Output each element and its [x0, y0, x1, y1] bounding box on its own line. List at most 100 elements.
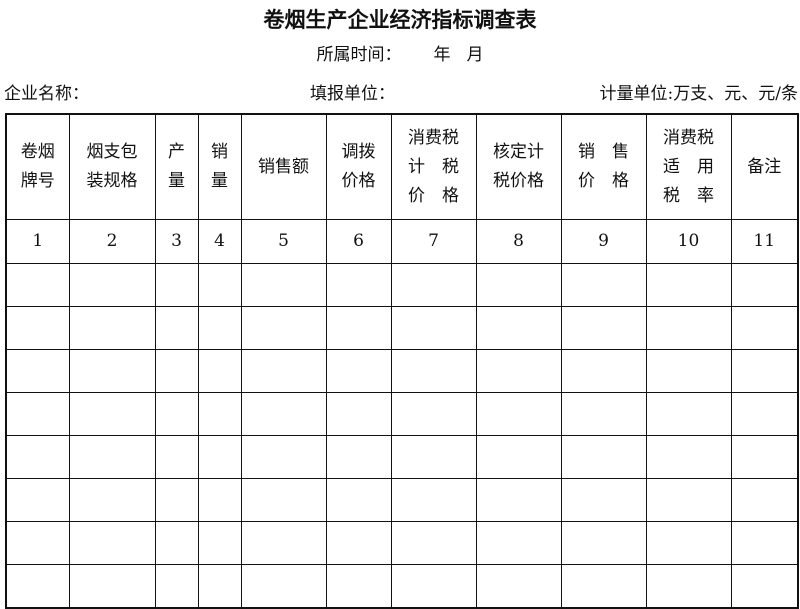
blank-cell[interactable]	[325, 435, 392, 479]
blank-cell[interactable]	[475, 306, 562, 350]
blank-cell[interactable]	[68, 306, 156, 350]
column-number: 10	[645, 219, 732, 264]
blank-cell[interactable]	[154, 349, 199, 393]
blank-cell[interactable]	[730, 349, 799, 393]
blank-cell[interactable]	[730, 478, 799, 522]
blank-cell[interactable]	[68, 564, 156, 609]
blank-cell[interactable]	[197, 435, 242, 479]
blank-cell[interactable]	[730, 263, 799, 307]
blank-cell[interactable]	[325, 392, 392, 436]
blank-cell[interactable]	[68, 521, 156, 565]
blank-cell[interactable]	[645, 349, 732, 393]
blank-cell[interactable]	[645, 521, 732, 565]
column-number: 7	[390, 219, 477, 264]
blank-cell[interactable]	[560, 349, 647, 393]
blank-cell[interactable]	[645, 306, 732, 350]
blank-cell[interactable]	[475, 392, 562, 436]
blank-cell[interactable]	[645, 435, 732, 479]
blank-cell[interactable]	[154, 263, 199, 307]
blank-cell[interactable]	[5, 349, 70, 393]
blank-cell[interactable]	[154, 435, 199, 479]
blank-cell[interactable]	[560, 478, 647, 522]
blank-cell[interactable]	[240, 564, 327, 609]
blank-cell[interactable]	[560, 263, 647, 307]
blank-cell[interactable]	[475, 564, 562, 609]
blank-cell[interactable]	[240, 349, 327, 393]
blank-cell[interactable]	[645, 478, 732, 522]
blank-cell[interactable]	[560, 306, 647, 350]
header-row: 卷烟 牌号 烟支包 装规格产 量销 量销售额 调拨 价格 消费税 计 税 价 格核定计…	[5, 113, 799, 220]
blank-cell[interactable]	[475, 349, 562, 393]
filler-unit-label: 填报单位：	[310, 84, 395, 104]
blank-cell[interactable]	[197, 521, 242, 565]
blank-cell[interactable]	[475, 435, 562, 479]
column-header: 调拨 价格	[325, 113, 392, 220]
blank-cell[interactable]	[645, 564, 732, 609]
blank-cell[interactable]	[5, 564, 70, 609]
blank-cell[interactable]	[730, 564, 799, 609]
blank-cell[interactable]	[154, 478, 199, 522]
blank-cell[interactable]	[475, 478, 562, 522]
column-header: 销 量	[197, 113, 242, 220]
blank-cell[interactable]	[325, 521, 392, 565]
blank-cell[interactable]	[5, 435, 70, 479]
blank-cell[interactable]	[560, 435, 647, 479]
blank-cell[interactable]	[390, 263, 477, 307]
blank-cell[interactable]	[560, 564, 647, 609]
table-row	[5, 478, 799, 522]
column-header: 消费税 计 税 价 格	[390, 113, 477, 220]
blank-cell[interactable]	[325, 564, 392, 609]
column-number-row: 1 2 3 4 5 6 7 8 9 10 11	[5, 219, 799, 264]
blank-cell[interactable]	[240, 478, 327, 522]
blank-cell[interactable]	[475, 521, 562, 565]
blank-cell[interactable]	[197, 478, 242, 522]
blank-cell[interactable]	[197, 306, 242, 350]
blank-cell[interactable]	[560, 392, 647, 436]
blank-cell[interactable]	[154, 392, 199, 436]
blank-cell[interactable]	[154, 306, 199, 350]
blank-cell[interactable]	[730, 435, 799, 479]
blank-cell[interactable]	[390, 521, 477, 565]
blank-cell[interactable]	[390, 306, 477, 350]
blank-cell[interactable]	[197, 564, 242, 609]
blank-cell[interactable]	[325, 306, 392, 350]
blank-cell[interactable]	[5, 478, 70, 522]
blank-cell[interactable]	[197, 263, 242, 307]
blank-cell[interactable]	[5, 306, 70, 350]
blank-cell[interactable]	[325, 349, 392, 393]
blank-cell[interactable]	[68, 478, 156, 522]
blank-cell[interactable]	[154, 564, 199, 609]
blank-cell[interactable]	[645, 263, 732, 307]
blank-cell[interactable]	[390, 435, 477, 479]
blank-cell[interactable]	[560, 521, 647, 565]
blank-cell[interactable]	[325, 263, 392, 307]
blank-cell[interactable]	[390, 564, 477, 609]
blank-cell[interactable]	[240, 521, 327, 565]
blank-cell[interactable]	[197, 349, 242, 393]
blank-cell[interactable]	[154, 521, 199, 565]
column-number: 5	[240, 219, 327, 264]
blank-cell[interactable]	[730, 392, 799, 436]
blank-cell[interactable]	[475, 263, 562, 307]
blank-cell[interactable]	[390, 478, 477, 522]
blank-cell[interactable]	[240, 392, 327, 436]
blank-cell[interactable]	[197, 392, 242, 436]
blank-cell[interactable]	[240, 435, 327, 479]
blank-cell[interactable]	[325, 478, 392, 522]
column-number: 4	[197, 219, 242, 264]
blank-cell[interactable]	[68, 392, 156, 436]
blank-cell[interactable]	[645, 392, 732, 436]
blank-cell[interactable]	[240, 263, 327, 307]
blank-cell[interactable]	[240, 306, 327, 350]
column-header: 销 售 价 格	[560, 113, 647, 220]
blank-cell[interactable]	[68, 349, 156, 393]
blank-cell[interactable]	[5, 392, 70, 436]
blank-cell[interactable]	[390, 349, 477, 393]
blank-cell[interactable]	[730, 306, 799, 350]
blank-cell[interactable]	[68, 263, 156, 307]
blank-cell[interactable]	[730, 521, 799, 565]
blank-cell[interactable]	[5, 263, 70, 307]
blank-cell[interactable]	[5, 521, 70, 565]
blank-cell[interactable]	[68, 435, 156, 479]
blank-cell[interactable]	[390, 392, 477, 436]
